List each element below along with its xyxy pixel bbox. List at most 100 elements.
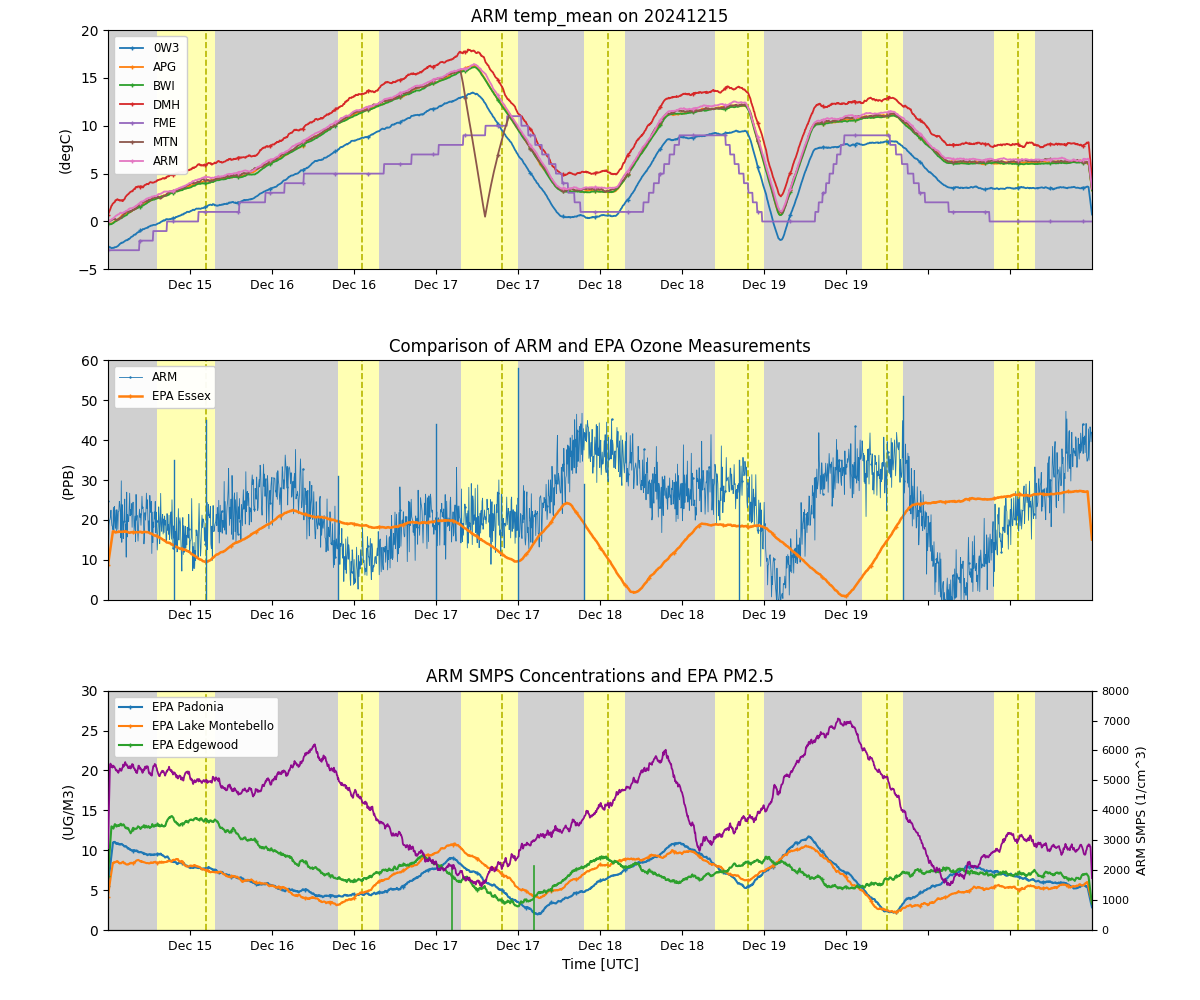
MTN xyxy=(554,184,569,196)
BWI xyxy=(554,185,569,197)
BWI xyxy=(876,111,890,123)
FME xyxy=(101,244,115,256)
APG xyxy=(101,217,115,229)
Bar xyxy=(157,691,215,930)
Title: ARM SMPS Concentrations and EPA PM2.5: ARM SMPS Concentrations and EPA PM2.5 xyxy=(426,668,774,686)
EPA Essex xyxy=(101,559,115,571)
FME xyxy=(151,225,166,237)
Bar xyxy=(863,30,904,269)
Line: ARM: ARM xyxy=(106,62,1094,223)
0W3 xyxy=(554,210,569,222)
MTN xyxy=(1057,155,1072,167)
APG xyxy=(581,185,595,197)
ARM xyxy=(554,183,569,195)
FME xyxy=(1056,215,1070,227)
BWI xyxy=(101,218,115,230)
0W3 xyxy=(104,242,119,254)
Y-axis label: (UG/M3): (UG/M3) xyxy=(61,782,76,839)
ARM xyxy=(876,107,890,119)
EPA Essex xyxy=(580,521,594,533)
Line: BWI: BWI xyxy=(106,65,1094,226)
ARM xyxy=(580,436,594,448)
Bar xyxy=(583,691,624,930)
Bar xyxy=(157,30,215,269)
Bar xyxy=(583,360,624,600)
Bar xyxy=(337,360,379,600)
ARM xyxy=(1085,427,1099,439)
MTN xyxy=(101,215,115,227)
ARM xyxy=(151,188,166,200)
Bar xyxy=(863,360,904,600)
EPA Padonia xyxy=(1085,901,1099,913)
ARM xyxy=(1058,405,1073,417)
EPA Edgewood xyxy=(151,819,166,831)
Line: EPA Padonia: EPA Padonia xyxy=(106,834,1094,917)
EPA Padonia xyxy=(1057,877,1072,889)
Line: 0W3: 0W3 xyxy=(106,90,1094,250)
Bar xyxy=(715,30,764,269)
0W3 xyxy=(101,241,115,253)
BWI xyxy=(1057,157,1072,169)
X-axis label: Time [UTC]: Time [UTC] xyxy=(562,958,638,972)
FME xyxy=(580,206,594,218)
ARM xyxy=(1057,153,1072,165)
EPA Lake Montebello xyxy=(151,857,166,869)
APG xyxy=(103,218,118,230)
Bar xyxy=(994,360,1034,600)
BWI xyxy=(103,218,118,230)
EPA Edgewood xyxy=(164,810,179,822)
DMH xyxy=(461,44,475,56)
EPA Lake Montebello xyxy=(876,903,890,915)
EPA Edgewood xyxy=(1057,872,1072,884)
Line: DMH: DMH xyxy=(106,47,1094,217)
Line: EPA Essex: EPA Essex xyxy=(106,489,1094,598)
APG xyxy=(554,183,569,195)
Y-axis label: (degC): (degC) xyxy=(59,126,72,173)
BWI xyxy=(1057,157,1072,169)
FME xyxy=(1057,215,1072,227)
EPA Padonia xyxy=(802,830,816,842)
ARM xyxy=(876,460,890,472)
FME xyxy=(876,129,890,141)
Legend: 0W3, APG, BWI, DMH, FME, MTN, ARM: 0W3, APG, BWI, DMH, FME, MTN, ARM xyxy=(114,36,187,174)
FME xyxy=(553,168,568,180)
ARM xyxy=(1057,152,1072,164)
EPA Padonia xyxy=(151,848,166,860)
APG xyxy=(876,109,890,121)
APG xyxy=(467,60,481,72)
BWI xyxy=(581,186,595,198)
Bar xyxy=(715,691,764,930)
ARM xyxy=(467,58,481,70)
EPA Essex xyxy=(1072,485,1086,497)
Bar xyxy=(337,30,379,269)
APG xyxy=(1057,157,1072,169)
APG xyxy=(1057,157,1072,169)
EPA Essex xyxy=(1085,534,1099,546)
0W3 xyxy=(1057,182,1072,194)
ARM xyxy=(1057,507,1072,519)
MTN xyxy=(451,65,466,77)
Bar xyxy=(863,691,904,930)
MTN xyxy=(876,111,890,123)
EPA Essex xyxy=(876,540,890,552)
MTN xyxy=(101,215,115,227)
EPA Lake Montebello xyxy=(580,866,594,878)
DMH xyxy=(1057,138,1072,150)
0W3 xyxy=(1085,208,1099,220)
APG xyxy=(1085,185,1099,197)
Bar xyxy=(337,691,379,930)
DMH xyxy=(151,174,166,186)
DMH xyxy=(1085,172,1099,184)
Y-axis label: ARM SMPS (1/cm^3): ARM SMPS (1/cm^3) xyxy=(1135,746,1148,875)
EPA Lake Montebello xyxy=(101,891,115,903)
ARM xyxy=(151,521,166,533)
Line: MTN: MTN xyxy=(106,69,1094,223)
0W3 xyxy=(581,212,595,224)
Bar xyxy=(461,30,518,269)
EPA Edgewood xyxy=(101,870,115,882)
Legend: ARM, EPA Essex: ARM, EPA Essex xyxy=(114,366,216,408)
0W3 xyxy=(466,86,480,98)
BWI xyxy=(151,192,166,204)
ARM xyxy=(101,495,115,507)
EPA Edgewood xyxy=(510,900,524,912)
